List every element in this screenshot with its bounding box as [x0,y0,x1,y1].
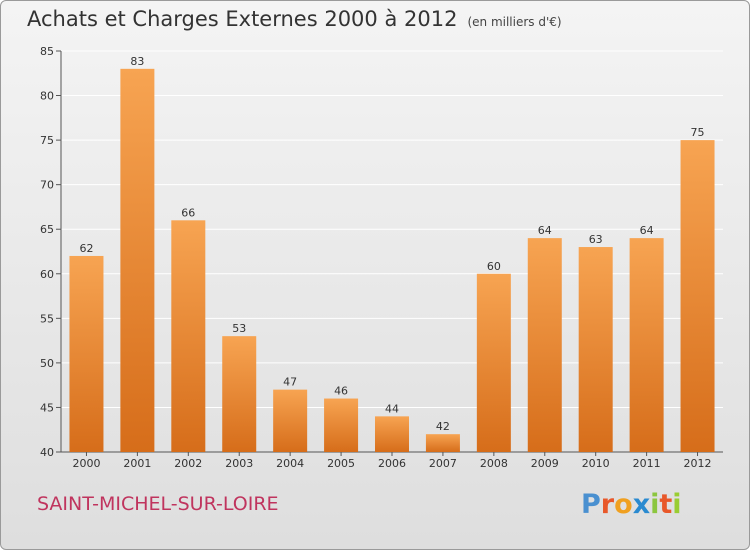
x-tick-label-2006: 2006 [378,457,406,470]
bar-2002 [171,220,206,452]
logo-letter: i [672,489,682,520]
y-tick-label: 40 [40,446,54,459]
logo-letter: r [600,489,615,520]
proxiti-logo: Proxiti [581,489,682,520]
data-label-2006: 44 [385,402,399,415]
data-label-2000: 62 [79,242,93,255]
chart-title: Achats et Charges Externes 2000 à 2012 (e… [27,7,562,31]
data-label-2001: 83 [130,55,144,68]
data-label-2002: 66 [181,206,195,219]
y-tick-label: 70 [40,179,54,192]
x-tick-label-2003: 2003 [225,457,253,470]
y-tick-label: 45 [40,401,54,414]
logo-letter: o [614,489,633,520]
bar-2005 [324,398,359,452]
logo-letter: x [632,489,651,520]
data-label-2011: 64 [640,224,654,237]
y-tick-label: 85 [40,45,54,58]
bar-2008 [476,273,511,452]
logo-letter: P [581,489,601,520]
bar-2010 [578,247,613,452]
bars [69,68,715,453]
grid [61,50,723,453]
bar-2001 [120,68,155,453]
logo-letter: t [659,489,673,520]
logo-letter: i [650,489,660,520]
x-tick-label-2007: 2007 [429,457,457,470]
data-label-2007: 42 [436,420,450,433]
bar-2000 [69,255,104,452]
chart-title-text: Achats et Charges Externes 2000 à 2012 [27,7,458,31]
x-tick-label-2001: 2001 [123,457,151,470]
x-tick-label-2008: 2008 [480,457,508,470]
x-tick-label-2005: 2005 [327,457,355,470]
data-label-2008: 60 [487,260,501,273]
bar-2003 [222,336,257,452]
x-tick-label-2004: 2004 [276,457,304,470]
bar-2012 [680,140,715,452]
x-tick-label-2010: 2010 [582,457,610,470]
x-tick-label-2009: 2009 [531,457,559,470]
bar-2004 [273,389,308,452]
x-tick-label-2011: 2011 [633,457,661,470]
x-tick-label-2002: 2002 [174,457,202,470]
data-labels: 62 83 66 53 47 46 44 42 60 64 63 64 75 [79,55,704,433]
data-label-2009: 64 [538,224,552,237]
commune-name: SAINT-MICHEL-SUR-LOIRE [37,493,279,515]
bar-2007 [425,434,460,452]
y-tick-label: 65 [40,223,54,236]
bar-2011 [629,238,664,452]
y-tick-label: 50 [40,357,54,370]
data-label-2005: 46 [334,385,348,398]
bar-2006 [375,416,409,452]
data-label-2004: 47 [283,376,297,389]
x-tick-label-2012: 2012 [684,457,712,470]
y-tick-label: 75 [40,134,54,147]
data-label-2003: 53 [232,322,246,335]
chart-subtitle: (en milliers d'€) [467,15,562,29]
x-tick-label-2000: 2000 [72,457,100,470]
y-tick-label: 55 [40,312,54,325]
bar-2009 [527,238,562,452]
y-tick-label: 80 [40,90,54,103]
y-tick-label: 60 [40,268,54,281]
data-label-2012: 75 [691,126,705,139]
data-label-2010: 63 [589,233,603,246]
